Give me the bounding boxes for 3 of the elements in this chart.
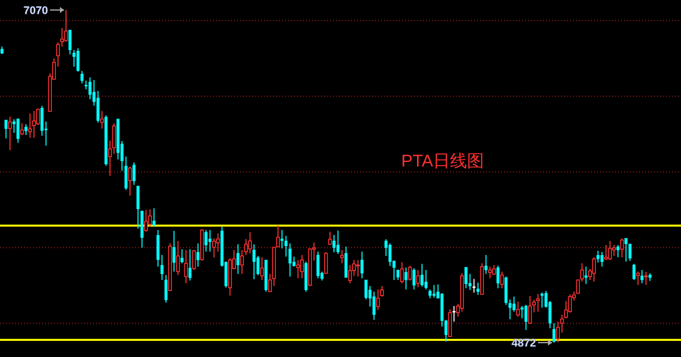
text: PTA日线图 (401, 152, 484, 171)
annotation: 7070 (24, 5, 48, 17)
annotation: 4872 (512, 338, 536, 350)
